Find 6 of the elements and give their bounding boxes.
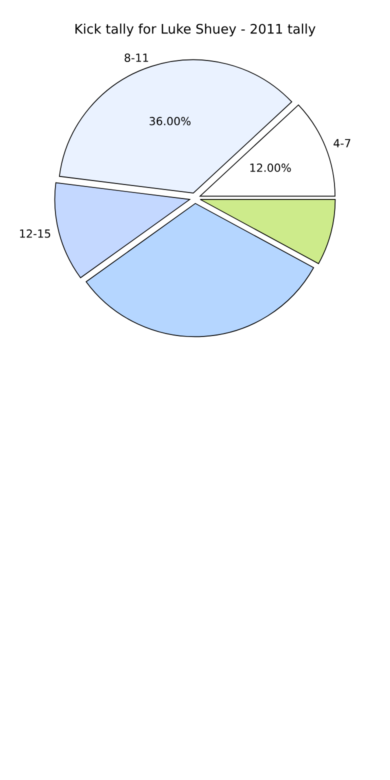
slice-label: 12-15: [20, 229, 50, 238]
data-label: 36.00%: [150, 116, 191, 126]
data-label: 12.00%: [250, 164, 291, 172]
slice-label: 4-7: [334, 139, 350, 148]
slice-label: 8-11: [124, 54, 148, 62]
chart-title: Kick tally for Luke Shuey - 2011 tally: [75, 24, 316, 36]
